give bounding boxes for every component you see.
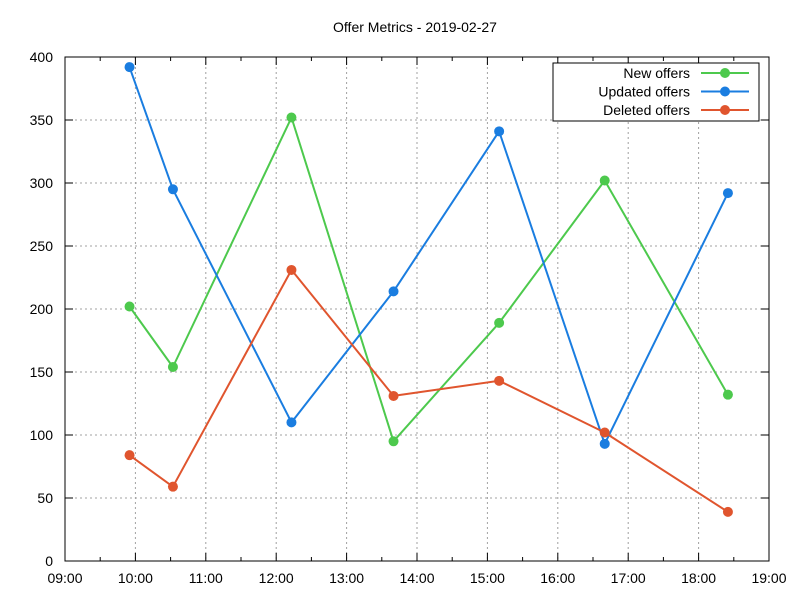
series-layer <box>124 62 733 517</box>
y-tick-label: 350 <box>30 112 54 128</box>
x-tick-label: 13:00 <box>329 570 364 586</box>
y-tick-label: 0 <box>45 553 53 569</box>
x-tick-label: 14:00 <box>399 570 434 586</box>
chart-title: Offer Metrics - 2019-02-27 <box>333 19 497 35</box>
legend-swatch-marker <box>720 105 730 115</box>
y-tick-label: 200 <box>30 301 54 317</box>
y-tick-label: 100 <box>30 427 54 443</box>
data-point <box>167 184 178 195</box>
x-tick-label: 19:00 <box>751 570 786 586</box>
data-point <box>167 481 178 492</box>
legend-label: Updated offers <box>598 84 690 100</box>
series-new-offers <box>124 112 733 447</box>
data-point <box>388 390 399 401</box>
y-tick-label: 150 <box>30 364 54 380</box>
data-point <box>286 417 297 428</box>
data-point <box>388 436 399 447</box>
data-point <box>494 126 505 137</box>
y-tick-label: 300 <box>30 175 54 191</box>
data-point <box>286 264 297 275</box>
data-point <box>124 301 135 312</box>
x-tick-label: 09:00 <box>47 570 82 586</box>
legend: New offers Updated offers Deleted offers <box>552 62 760 122</box>
data-point <box>722 506 733 517</box>
data-point <box>722 389 733 400</box>
data-point <box>599 427 610 438</box>
data-point <box>494 375 505 386</box>
series-deleted-offers <box>124 264 733 517</box>
y-tick-label: 250 <box>30 238 54 254</box>
legend-swatch-marker <box>720 86 730 97</box>
legend-label: New offers <box>623 65 690 81</box>
data-point <box>124 450 135 461</box>
series-updated-offers <box>124 62 733 449</box>
data-point <box>494 317 505 328</box>
x-tick-label: 15:00 <box>470 570 505 586</box>
series-line <box>128 268 729 513</box>
x-tick-label: 12:00 <box>259 570 294 586</box>
y-tick-label: 400 <box>30 49 54 65</box>
x-tick-label: 17:00 <box>611 570 646 586</box>
data-point <box>286 112 297 123</box>
data-point <box>599 175 610 186</box>
series-line <box>128 66 729 445</box>
legend-swatch-marker <box>720 68 730 78</box>
y-tick-label: 50 <box>37 490 53 506</box>
x-tick-label: 16:00 <box>540 570 575 586</box>
x-tick-label: 11:00 <box>189 570 223 586</box>
x-tick-label: 10:00 <box>118 570 153 586</box>
data-point <box>388 286 399 297</box>
data-point <box>599 438 610 449</box>
legend-label: Deleted offers <box>603 102 690 118</box>
data-point <box>722 188 733 199</box>
data-point <box>124 62 135 73</box>
x-tick-label: 18:00 <box>681 570 716 586</box>
data-point <box>167 361 178 372</box>
axis-ticks: 0 50 100 150 200 250 300 350 400 09:00 10:00 11:00 1… <box>30 49 787 586</box>
